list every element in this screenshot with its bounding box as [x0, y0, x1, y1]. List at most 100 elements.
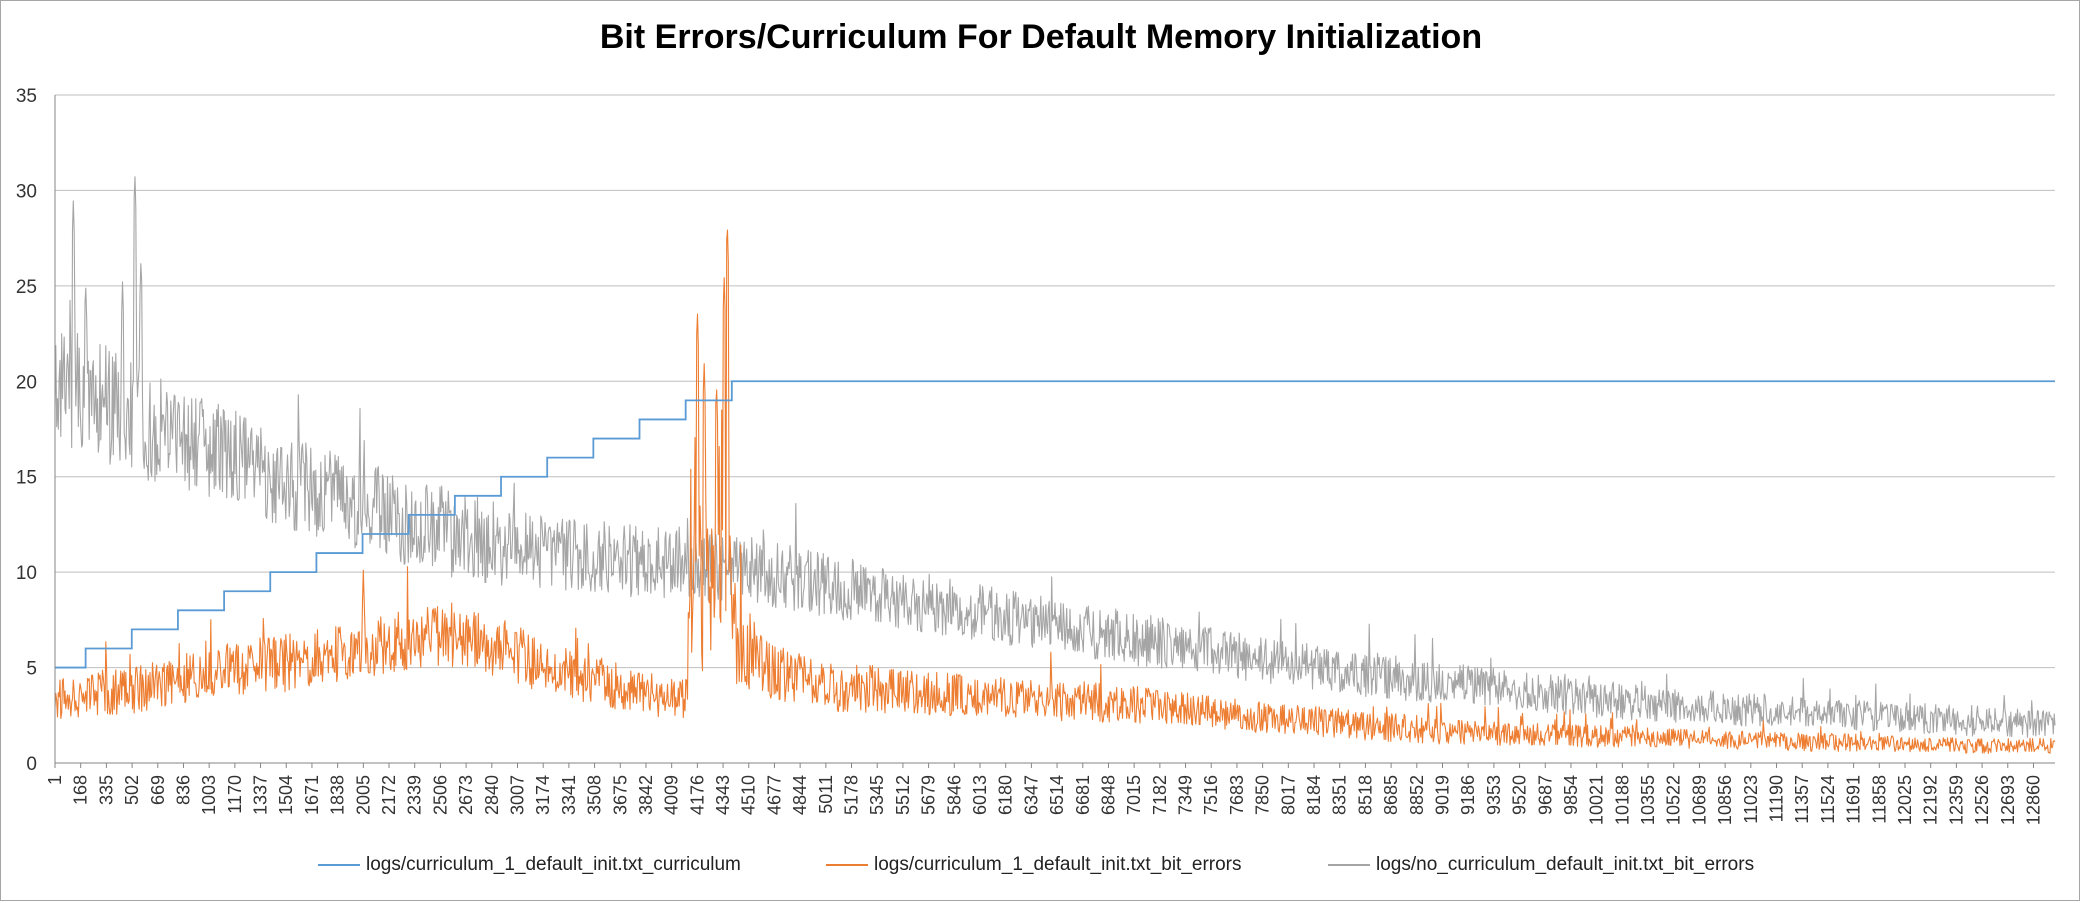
x-tick-label: 7349 — [1176, 775, 1196, 815]
x-tick-label: 2673 — [456, 775, 476, 815]
x-tick-label: 10689 — [1689, 775, 1709, 825]
y-tick-label: 25 — [16, 277, 37, 298]
x-tick-label: 9019 — [1432, 775, 1452, 815]
x-tick-label: 9854 — [1561, 775, 1581, 815]
x-tick-label: 11858 — [1869, 775, 1889, 824]
x-tick-label: 1003 — [199, 775, 219, 815]
y-tick-label: 30 — [16, 181, 37, 202]
x-tick-label: 1838 — [328, 775, 348, 815]
x-tick-label: 2005 — [353, 775, 373, 815]
x-tick-label: 2506 — [430, 775, 450, 815]
x-tick-label: 8852 — [1407, 775, 1427, 815]
x-tick-label: 9687 — [1535, 775, 1555, 815]
y-tick-label: 5 — [26, 659, 37, 680]
x-tick-label: 11691 — [1844, 775, 1864, 824]
x-tick-label: 11357 — [1792, 775, 1812, 824]
x-tick-label: 7850 — [1253, 775, 1273, 815]
x-tick-label: 9353 — [1484, 775, 1504, 815]
x-tick-label: 8518 — [1355, 775, 1375, 815]
x-tick-label: 4009 — [662, 775, 682, 815]
x-tick-label: 8685 — [1381, 775, 1401, 815]
x-tick-label: 5846 — [944, 775, 964, 815]
series-line-no-curriculum-bit-errors — [54, 176, 2056, 738]
x-tick-label: 5011 — [816, 775, 836, 814]
x-tick-label: 2339 — [405, 775, 425, 815]
x-tick-label: 6347 — [1021, 775, 1041, 815]
x-tick-label: 7683 — [1227, 775, 1247, 815]
x-tick-label: 6514 — [1047, 775, 1067, 815]
legend-entry-no-curriculum-bit-errors: logs/no_curriculum_default_init.txt_bit_… — [1328, 852, 1754, 878]
x-tick-label: 1 — [45, 775, 65, 785]
x-tick-label: 4343 — [713, 775, 733, 815]
x-tick-label: 168 — [71, 775, 91, 805]
x-tick-label: 8351 — [1330, 775, 1350, 815]
x-tick-label: 10355 — [1638, 775, 1658, 825]
x-tick-label: 10856 — [1715, 775, 1735, 825]
x-tick-label: 335 — [96, 775, 116, 805]
y-tick-label: 10 — [16, 563, 37, 584]
x-tick-label: 9186 — [1458, 775, 1478, 815]
x-tick-label: 12359 — [1946, 775, 1966, 825]
chart-title: Bit Errors/Curriculum For Default Memory… — [599, 18, 1483, 56]
x-tick-label: 669 — [148, 775, 168, 805]
x-tick-label: 2172 — [379, 775, 399, 815]
x-tick-label: 6848 — [1098, 775, 1118, 815]
x-tick-label: 3675 — [610, 775, 630, 815]
x-tick-label: 1337 — [251, 775, 271, 815]
x-tick-label: 502 — [122, 775, 142, 805]
x-tick-label: 6180 — [996, 775, 1016, 815]
x-tick-label: 3842 — [636, 775, 656, 815]
x-tick-label: 10522 — [1664, 775, 1684, 825]
x-tick-label: 6013 — [970, 775, 990, 815]
legend-label-curriculum: logs/curriculum_1_default_init.txt_curri… — [366, 854, 741, 875]
x-tick-label: 9520 — [1510, 775, 1530, 815]
x-tick-label: 11190 — [1767, 775, 1787, 822]
x-tick-label: 3341 — [559, 775, 579, 815]
x-tick-label: 4844 — [790, 775, 810, 815]
gridlines — [55, 94, 2055, 764]
x-tick-label: 3174 — [533, 775, 553, 815]
x-tick-label: 836 — [173, 775, 193, 805]
x-tick-label: 2840 — [482, 775, 502, 815]
y-tick-label: 20 — [16, 372, 37, 393]
x-tick-label: 3007 — [507, 775, 527, 815]
y-tick-label: 0 — [26, 754, 37, 775]
x-tick-label: 10188 — [1612, 775, 1632, 825]
x-tick-label: 6681 — [1073, 775, 1093, 815]
y-tick-label: 35 — [16, 86, 37, 107]
series-line-curriculum — [55, 380, 2055, 669]
x-tick-label: 4677 — [764, 775, 784, 815]
x-tick-label: 12693 — [1998, 775, 2018, 825]
x-tick-label: 8017 — [1278, 775, 1298, 815]
legend-swatch-curriculum — [318, 864, 360, 866]
x-tick-label: 12526 — [1972, 775, 1992, 825]
x-tick-label: 11023 — [1741, 775, 1761, 824]
legend-label-curriculum-bit-errors: logs/curriculum_1_default_init.txt_bit_e… — [874, 854, 1242, 875]
legend-entry-curriculum-bit-errors: logs/curriculum_1_default_init.txt_bit_e… — [826, 852, 1242, 878]
legend-entry-curriculum: logs/curriculum_1_default_init.txt_curri… — [318, 852, 741, 878]
axes: 0 5 10 15 20 25 30 35 1 168 335 502 669 836 1003 1170 13… — [16, 86, 2044, 825]
x-tick-label: 5679 — [919, 775, 939, 815]
x-tick-label: 4176 — [687, 775, 707, 815]
x-tick-label: 5345 — [867, 775, 887, 815]
x-tick-label: 7015 — [1124, 775, 1144, 815]
x-tick-label: 8184 — [1304, 775, 1324, 815]
x-tick-label: 11524 — [1818, 775, 1838, 824]
x-tick-label: 5178 — [842, 775, 862, 815]
series-line-curriculum-bit-errors — [54, 229, 2056, 754]
x-tick-label: 10021 — [1587, 775, 1607, 825]
y-tick-label: 15 — [16, 468, 37, 489]
x-tick-label: 3508 — [585, 775, 605, 815]
series-lines — [54, 176, 2056, 754]
legend-swatch-curriculum-bit-errors — [826, 864, 868, 866]
x-tick-label: 7182 — [1150, 775, 1170, 815]
x-tick-label: 1170 — [225, 775, 245, 814]
x-tick-label: 1504 — [276, 775, 296, 815]
legend-label-no-curriculum-bit-errors: logs/no_curriculum_default_init.txt_bit_… — [1376, 854, 1755, 875]
x-tick-label: 12192 — [1921, 775, 1941, 825]
x-tick-label: 12860 — [2023, 775, 2043, 825]
x-tick-label: 5512 — [893, 775, 913, 815]
x-tick-label: 4510 — [739, 775, 759, 815]
